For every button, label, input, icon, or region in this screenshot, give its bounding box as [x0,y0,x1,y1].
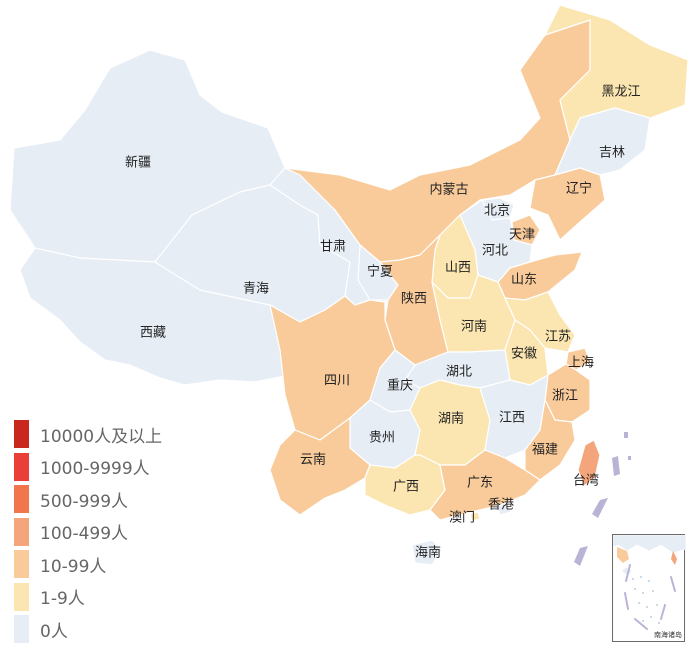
province-label-jiangxi: 江西 [499,411,525,426]
legend-label: 10000人及以上 [40,426,163,447]
legend-item[interactable]: 1000-9999人 [14,451,162,484]
province-label-xizang: 西藏 [140,326,166,341]
legend-label: 1-9人 [40,589,85,610]
island-mark-3 [624,432,628,438]
legend-item[interactable]: 1-9人 [14,581,162,614]
legend-label: 100-499人 [40,524,129,545]
province-shanghai[interactable] [565,347,591,371]
province-label-shanxi: 山西 [445,261,471,276]
province-liaoning[interactable] [529,167,606,241]
legend-item[interactable]: 500-999人 [14,483,162,516]
province-yunnan[interactable] [269,417,371,516]
province-label-shaanxi: 陕西 [401,292,427,307]
province-label-hunan: 湖南 [438,411,464,427]
island-mark-1 [592,498,608,518]
island-mark-0 [612,456,620,476]
province-label-macau: 澳门 [449,510,475,526]
legend-swatch [14,485,29,514]
province-label-jilin: 吉林 [599,146,625,161]
province-label-jiangsu: 江苏 [545,329,571,345]
province-label-xinjiang: 新疆 [125,155,151,171]
legend-swatch [14,550,29,579]
province-label-taiwan: 台湾 [573,473,599,489]
inset-map-graphic [613,535,686,630]
province-label-shanghai: 上海 [568,356,594,371]
province-taiwan[interactable] [577,439,601,487]
province-label-hainan: 海南 [415,545,441,561]
province-label-liaoning: 辽宁 [566,181,592,197]
legend-swatch [14,517,29,546]
legend-label: 0人 [40,621,68,642]
south-china-sea-inset: 南海诸岛 [612,534,686,642]
province-label-hubei: 湖北 [446,365,472,380]
province-label-fujian: 福建 [532,443,558,458]
province-label-sichuan: 四川 [324,374,350,389]
legend-label: 500-999人 [40,491,129,512]
legend: 10000人及以上 1000-9999人 500-999人 100-499人 10-99… [14,418,162,646]
south-sea-islands [574,432,631,566]
province-label-ningxia: 宁夏 [367,264,393,280]
province-label-tianjin: 天津 [509,228,535,243]
province-label-hebei: 河北 [482,244,508,259]
legend-item[interactable]: 10000人及以上 [14,418,162,451]
province-label-chongqing: 重庆 [387,378,413,394]
legend-item[interactable]: 100-499人 [14,516,162,549]
island-mark-4 [628,456,631,460]
legend-label: 10-99人 [40,556,107,577]
legend-swatch [14,420,29,449]
province-label-neimenggu: 内蒙古 [429,182,468,198]
province-label-guangdong: 广东 [467,476,493,491]
province-label-gansu: 甘肃 [320,240,346,255]
province-label-heilongjiang: 黑龙江 [601,85,640,100]
province-label-guizhou: 贵州 [369,431,395,446]
legend-swatch [14,582,29,611]
province-guangdong[interactable] [429,449,541,521]
inset-label: 南海诸岛 [654,631,682,639]
legend-label: 1000-9999人 [40,459,150,480]
province-hainan[interactable] [411,539,443,566]
province-macau[interactable] [469,511,481,522]
province-label-beijing: 北京 [484,204,510,219]
legend-swatch [14,452,29,481]
island-mark-2 [574,546,588,566]
province-regions [9,4,688,566]
province-label-guangxi: 广西 [393,480,419,495]
province-label-henan: 河南 [461,319,487,335]
province-label-hongkong: 香港 [488,498,514,513]
province-label-anhui: 安徽 [511,347,537,362]
legend-swatch [14,615,29,644]
province-label-qinghai: 青海 [243,282,269,297]
province-label-zhejiang: 浙江 [552,389,578,404]
province-hongkong[interactable] [496,503,512,516]
province-label-shandong: 山东 [511,273,537,288]
legend-item[interactable]: 10-99人 [14,548,162,581]
legend-item[interactable]: 0人 [14,613,162,646]
province-fujian[interactable] [524,399,576,481]
province-label-yunnan: 云南 [300,452,326,468]
